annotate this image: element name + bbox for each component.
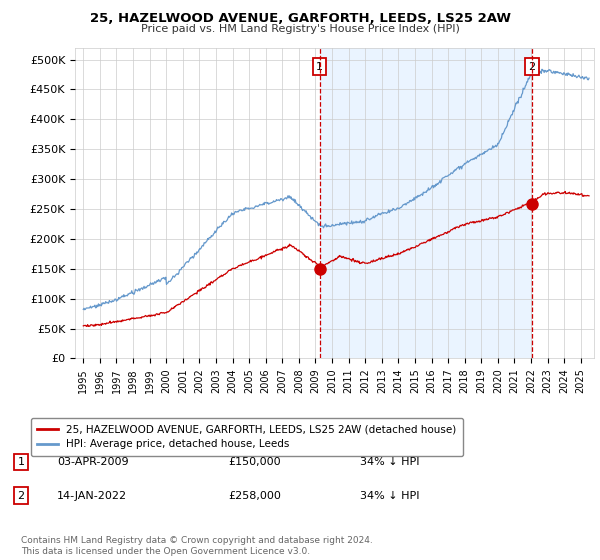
- Text: 2: 2: [528, 62, 535, 72]
- Text: 1: 1: [316, 62, 323, 72]
- Text: 2: 2: [17, 491, 25, 501]
- Text: 25, HAZELWOOD AVENUE, GARFORTH, LEEDS, LS25 2AW: 25, HAZELWOOD AVENUE, GARFORTH, LEEDS, L…: [89, 12, 511, 25]
- Text: £150,000: £150,000: [228, 457, 281, 467]
- Text: £258,000: £258,000: [228, 491, 281, 501]
- Text: 34% ↓ HPI: 34% ↓ HPI: [360, 491, 419, 501]
- Text: 34% ↓ HPI: 34% ↓ HPI: [360, 457, 419, 467]
- Text: 1: 1: [17, 457, 25, 467]
- Bar: [320, 48, 532, 358]
- Text: 14-JAN-2022: 14-JAN-2022: [57, 491, 127, 501]
- Text: 03-APR-2009: 03-APR-2009: [57, 457, 128, 467]
- Text: Contains HM Land Registry data © Crown copyright and database right 2024.
This d: Contains HM Land Registry data © Crown c…: [21, 536, 373, 556]
- Legend: 25, HAZELWOOD AVENUE, GARFORTH, LEEDS, LS25 2AW (detached house), HPI: Average p: 25, HAZELWOOD AVENUE, GARFORTH, LEEDS, L…: [31, 418, 463, 456]
- Text: Price paid vs. HM Land Registry's House Price Index (HPI): Price paid vs. HM Land Registry's House …: [140, 24, 460, 34]
